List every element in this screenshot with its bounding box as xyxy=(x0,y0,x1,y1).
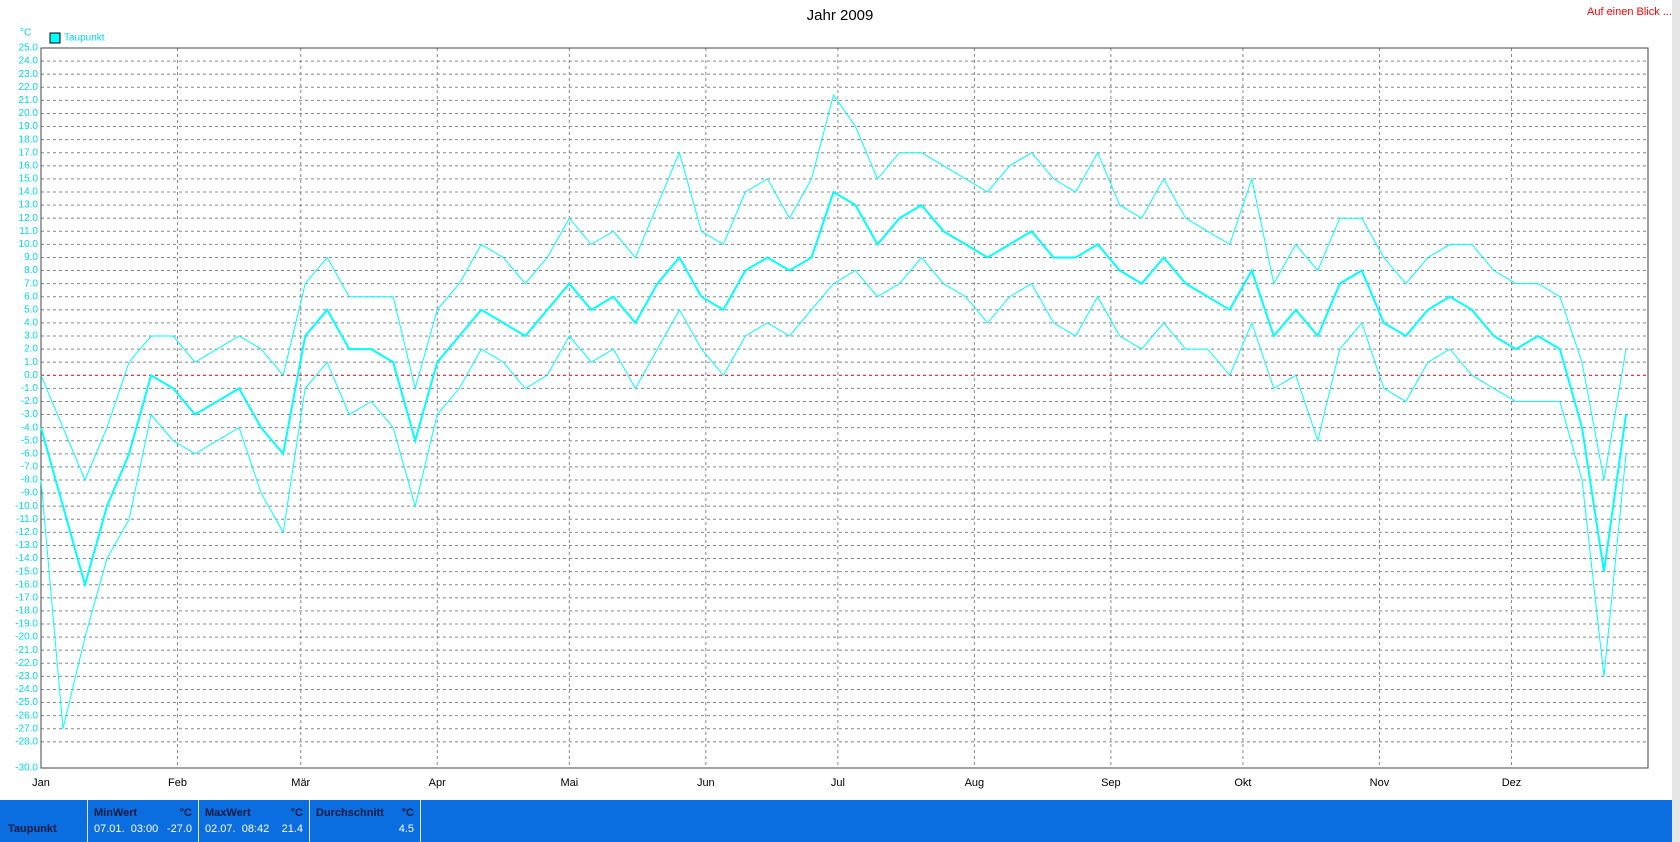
stats-unit: °C xyxy=(179,807,192,819)
stats-cell: MaxWert °C 02.07. 08:42 21.4 xyxy=(199,800,310,842)
y-tick-label: -10.0 xyxy=(15,501,38,512)
y-tick-label: 25.0 xyxy=(19,43,39,54)
stats-row-label: Taupunkt xyxy=(8,823,57,835)
x-tick-label: Apr xyxy=(429,777,446,789)
data-line xyxy=(40,256,1627,729)
y-tick-label: -18.0 xyxy=(15,606,38,617)
y-tick-label: 9.0 xyxy=(24,252,38,263)
stats-value: 21.4 xyxy=(281,823,303,835)
y-tick-label: 0.0 xyxy=(24,370,38,381)
y-tick-label: -6.0 xyxy=(21,448,39,459)
y-tick-label: 19.0 xyxy=(19,121,39,132)
x-tick-label: Sep xyxy=(1101,777,1121,789)
y-tick-label: 3.0 xyxy=(24,331,38,342)
y-tick-label: -13.0 xyxy=(15,540,38,551)
y-tick-label: -15.0 xyxy=(15,566,38,577)
y-tick-label: 12.0 xyxy=(19,213,39,224)
y-tick-label: -16.0 xyxy=(15,579,38,590)
stats-time: 02.07. 08:42 xyxy=(205,823,270,835)
y-tick-label: -14.0 xyxy=(15,553,38,564)
y-axis-unit: °C xyxy=(20,28,31,39)
y-tick-label: 10.0 xyxy=(19,239,39,250)
x-tick-label: Dez xyxy=(1502,777,1522,789)
y-tick-label: 5.0 xyxy=(24,304,38,315)
overview-link[interactable]: Auf einen Blick ... xyxy=(1587,6,1672,18)
y-tick-label: 16.0 xyxy=(19,160,39,171)
x-tick-label: Feb xyxy=(168,777,187,789)
y-tick-label: -26.0 xyxy=(15,710,38,721)
y-tick-label: -17.0 xyxy=(15,592,38,603)
y-tick-label: -1.0 xyxy=(21,383,39,394)
legend-swatch xyxy=(49,32,61,44)
y-tick-label: -30.0 xyxy=(15,763,38,774)
x-tick-label: Nov xyxy=(1370,777,1390,789)
y-tick-label: -5.0 xyxy=(21,435,39,446)
stats-time: 07.01. 03:00 xyxy=(94,823,159,835)
stats-header: Durchschnitt xyxy=(316,807,384,819)
y-tick-label: 14.0 xyxy=(19,187,39,198)
side-strip xyxy=(1672,0,1680,842)
y-tick-label: 7.0 xyxy=(24,278,38,289)
y-tick-label: 15.0 xyxy=(19,174,39,185)
y-tick-label: 8.0 xyxy=(24,265,38,276)
y-tick-label: 18.0 xyxy=(19,134,39,145)
stats-header: MinWert xyxy=(94,807,138,819)
x-tick-label: Okt xyxy=(1234,777,1251,789)
stats-value: 4.5 xyxy=(398,823,414,835)
stats-bar: Taupunkt MinWert °C 07.01. 03:00 -27.0 MaxWe… xyxy=(0,800,1672,842)
stats-row-cell: Taupunkt xyxy=(0,800,88,842)
plot-frame xyxy=(40,47,1649,769)
y-tick-label: 13.0 xyxy=(19,200,39,211)
y-tick-label: -7.0 xyxy=(21,462,39,473)
x-tick-label: Jan xyxy=(32,777,50,789)
chart: Jahr 2009 °C 25.0 24.0 23.0 22.0 21.0 20.0 19.… xyxy=(15,7,1649,789)
y-tick-label: -25.0 xyxy=(15,697,38,708)
chart-title: Jahr 2009 xyxy=(807,7,874,24)
stats-cell: Durchschnitt °C 4.5 xyxy=(310,800,421,842)
x-tick-label: Jun xyxy=(697,777,715,789)
y-tick-label: 22.0 xyxy=(19,82,39,93)
x-tick-label: Mai xyxy=(560,777,578,789)
y-tick-label: -24.0 xyxy=(15,684,38,695)
stats-value: -27.0 xyxy=(166,823,192,835)
y-tick-label: -20.0 xyxy=(15,632,38,643)
stats-unit: °C xyxy=(401,807,414,819)
data-line xyxy=(40,93,1627,482)
y-tick-label: 11.0 xyxy=(19,226,38,237)
y-tick-label: -28.0 xyxy=(15,736,38,747)
y-tick-label: 20.0 xyxy=(19,108,39,119)
x-tick-label: Mär xyxy=(291,777,310,789)
y-tick-label: -19.0 xyxy=(15,619,38,630)
y-tick-label: 17.0 xyxy=(19,147,39,158)
stats-unit: °C xyxy=(290,807,303,819)
y-tick-label: -2.0 xyxy=(21,396,39,407)
y-tick-label: 4.0 xyxy=(24,318,38,329)
stats-cell: MinWert °C 07.01. 03:00 -27.0 xyxy=(88,800,199,842)
y-tick-label: 2.0 xyxy=(24,344,38,355)
y-tick-label: -23.0 xyxy=(15,671,38,682)
y-tick-label: -11.0 xyxy=(16,514,38,525)
y-tick-label: -21.0 xyxy=(15,645,38,656)
data-line xyxy=(40,190,1627,589)
y-tick-label: -8.0 xyxy=(21,475,39,486)
y-tick-label: -12.0 xyxy=(15,527,38,538)
y-tick-label: -4.0 xyxy=(21,422,39,433)
y-tick-label: -22.0 xyxy=(15,658,38,669)
y-tick-label: 1.0 xyxy=(24,357,38,368)
x-tick-label: Aug xyxy=(965,777,985,789)
y-tick-label: -3.0 xyxy=(21,409,39,420)
legend-label: Taupunkt xyxy=(64,33,105,44)
x-tick-label: Jul xyxy=(831,777,845,789)
y-tick-label: 23.0 xyxy=(19,69,39,80)
y-tick-label: 6.0 xyxy=(24,291,38,302)
y-tick-label: 24.0 xyxy=(19,56,39,67)
y-tick-label: -27.0 xyxy=(15,723,38,734)
y-tick-label: -9.0 xyxy=(21,488,39,499)
y-tick-label: 21.0 xyxy=(19,95,39,106)
stats-header: MaxWert xyxy=(205,807,251,819)
